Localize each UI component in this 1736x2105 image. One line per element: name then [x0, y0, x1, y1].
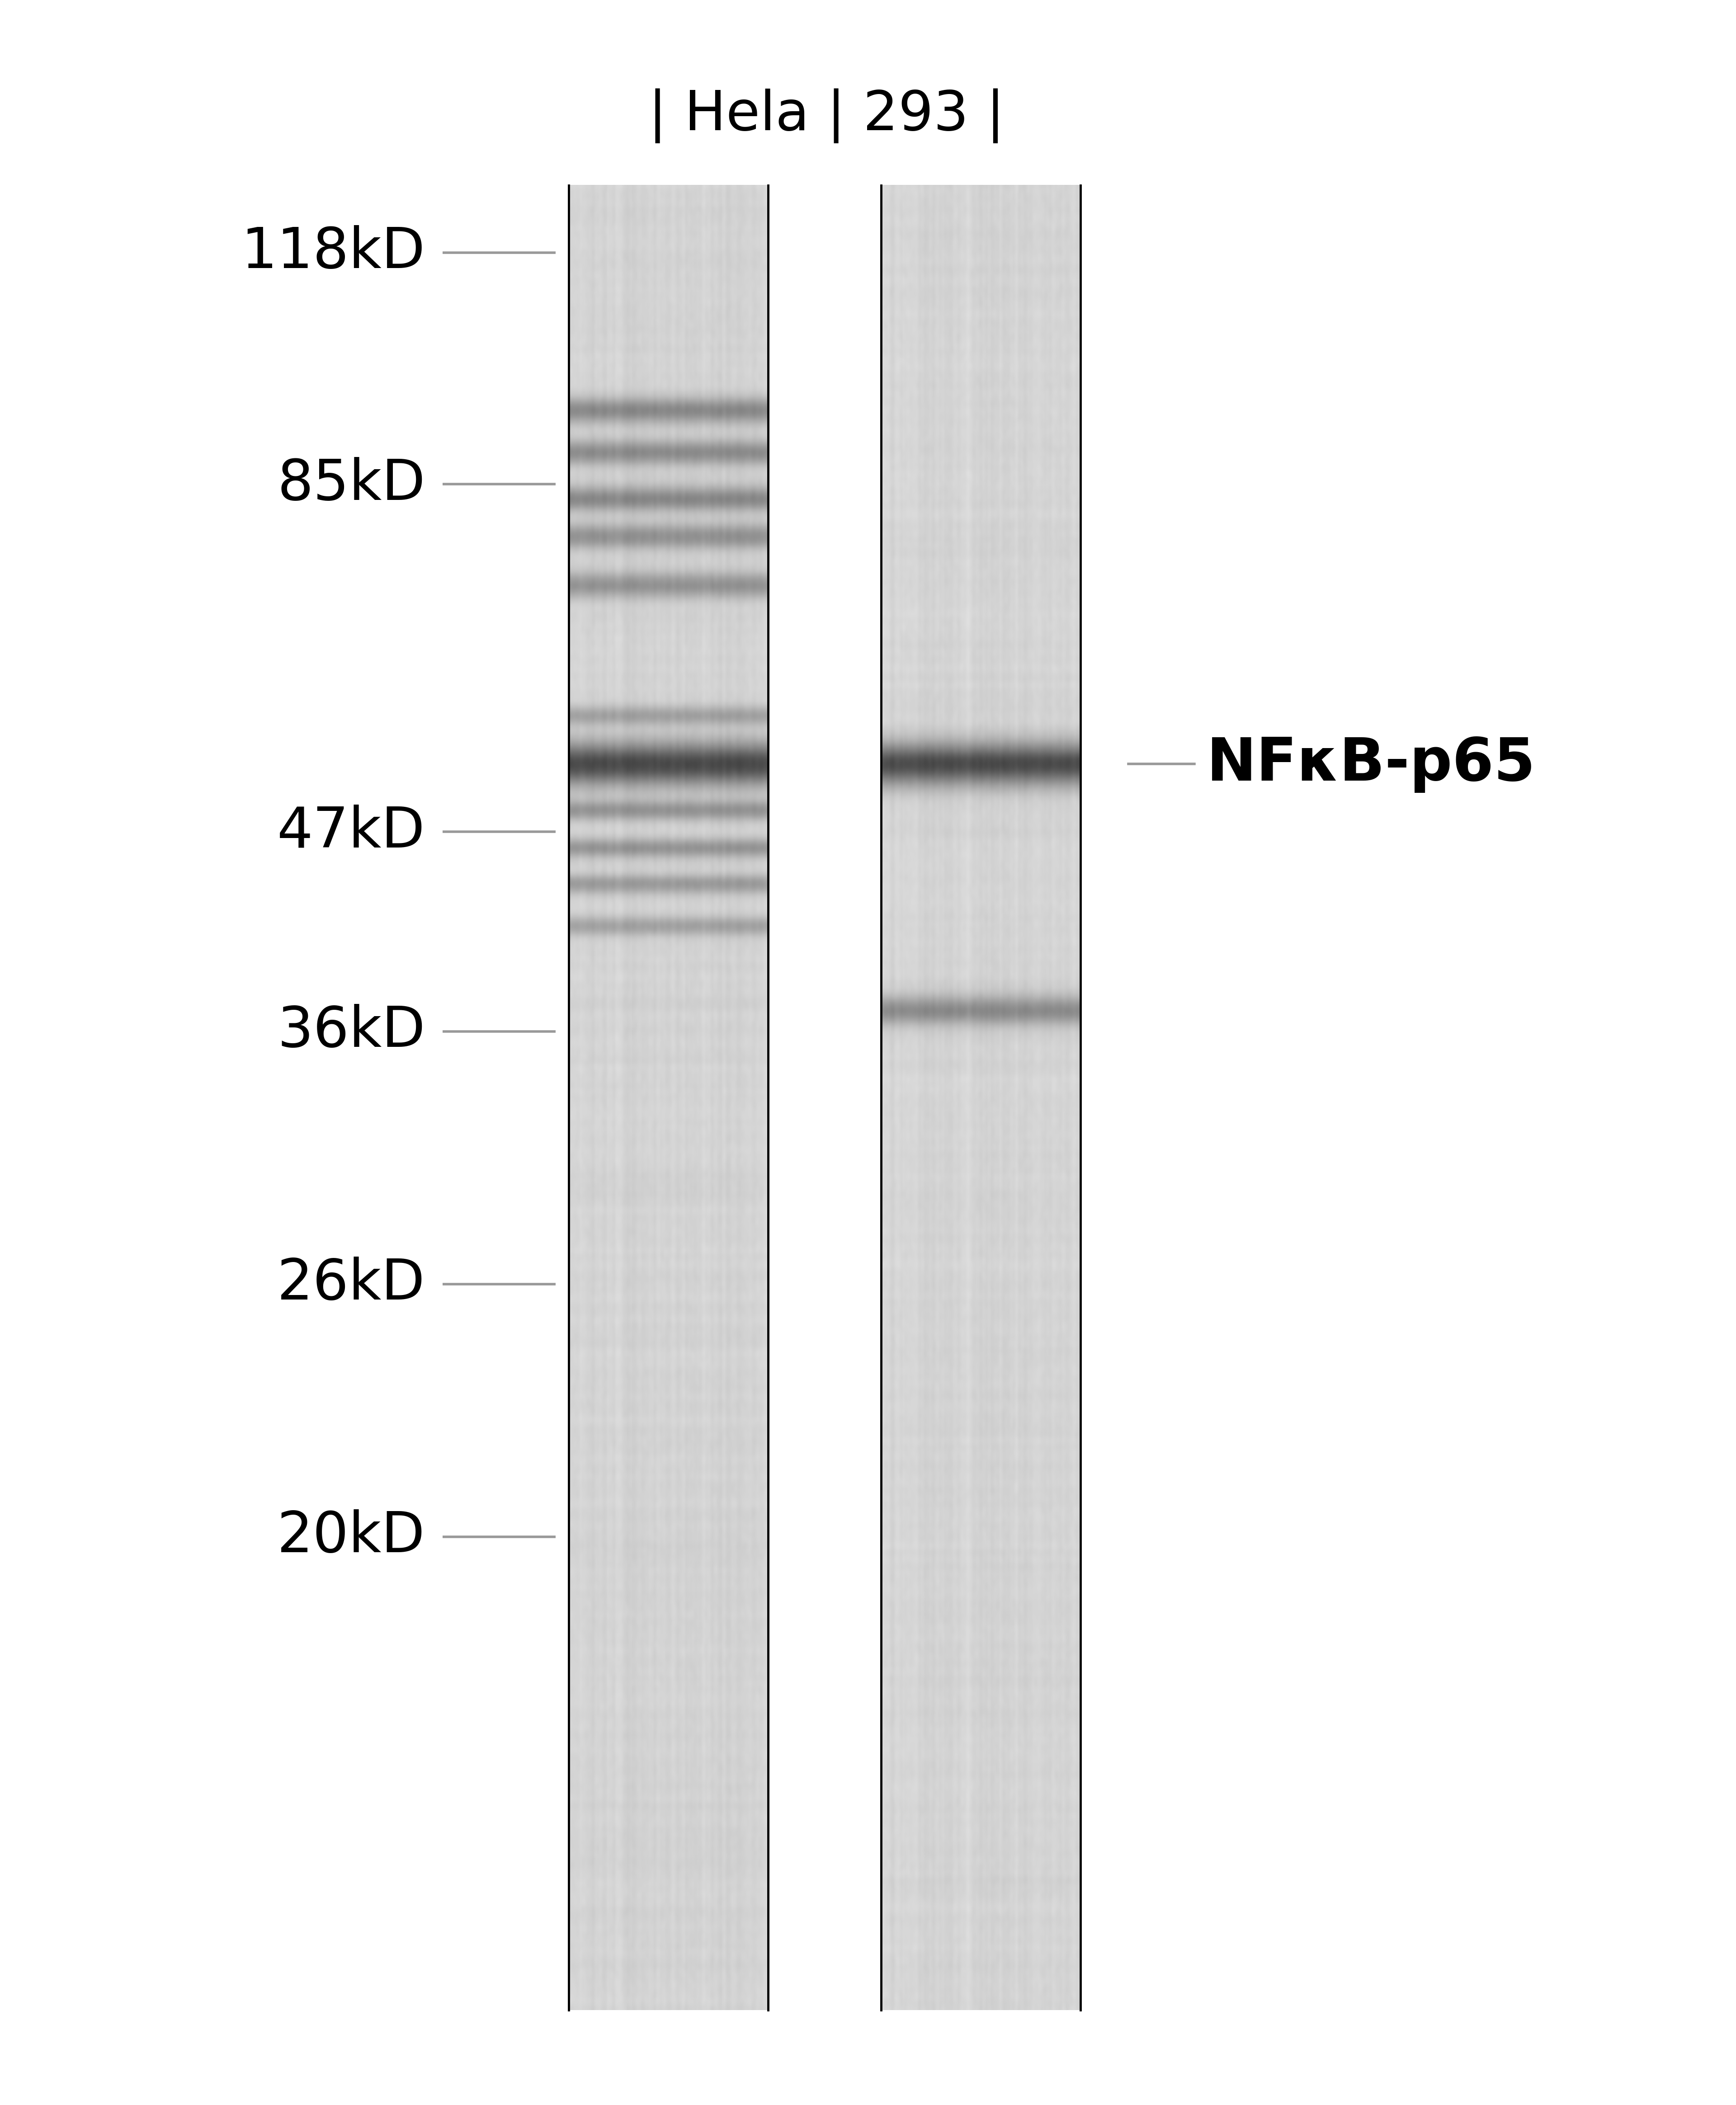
Text: 85kD: 85kD: [278, 457, 425, 512]
Text: | Hela | 293 |: | Hela | 293 |: [648, 88, 1005, 143]
Text: NFκB-p65: NFκB-p65: [1207, 735, 1536, 794]
Text: 118kD: 118kD: [241, 225, 425, 280]
Text: 47kD: 47kD: [278, 804, 425, 859]
Text: 20kD: 20kD: [278, 1509, 425, 1564]
Text: 36kD: 36kD: [278, 1004, 425, 1059]
Text: 26kD: 26kD: [278, 1257, 425, 1311]
